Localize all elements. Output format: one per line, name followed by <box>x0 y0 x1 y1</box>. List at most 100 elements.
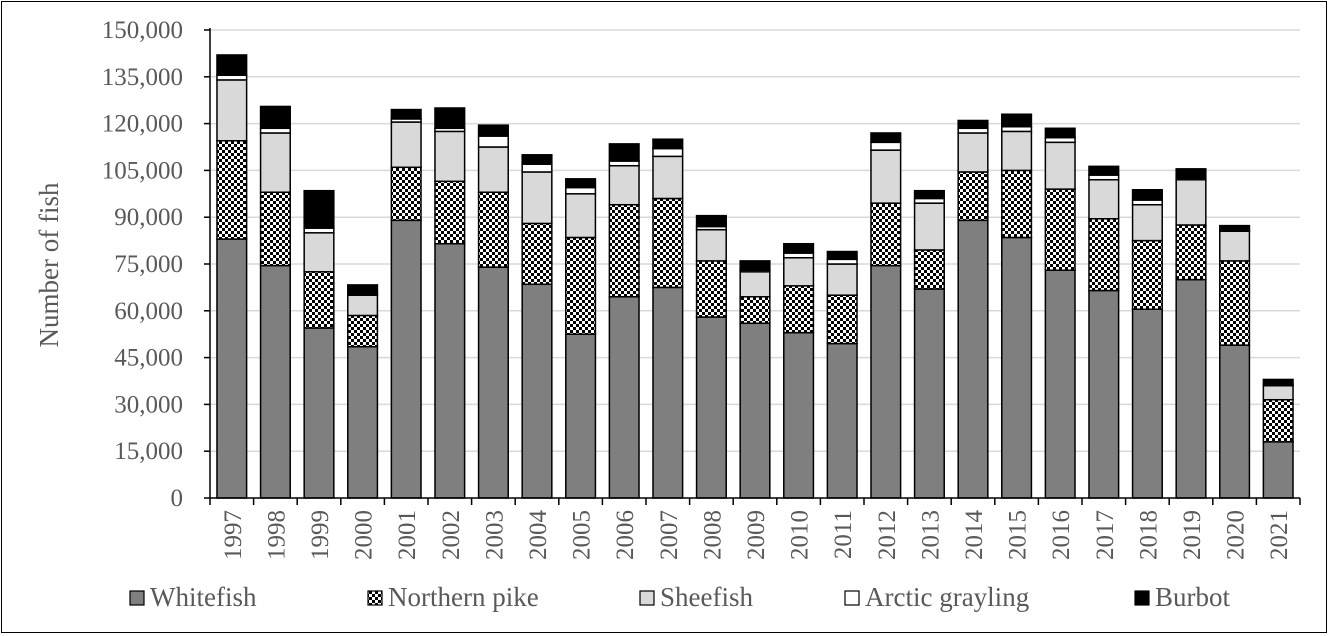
bar-segment-whitefish <box>521 283 553 499</box>
x-tick-label: 2017 <box>1092 510 1119 560</box>
y-tick-label: 45,000 <box>114 345 183 372</box>
bar-segment-sheefish <box>216 79 248 142</box>
bar-segment-northern-pike <box>1001 169 1033 239</box>
bar-segment-sheefish <box>521 171 553 225</box>
x-tick-label: 2016 <box>1048 510 1075 560</box>
bar-segment-northern-pike <box>739 296 771 325</box>
bar-segment-sheefish <box>1044 141 1076 190</box>
legend: Whitefish Northern pike Sheefish Arctic gra… <box>129 582 1231 612</box>
bar-segment-northern-pike <box>1262 398 1294 443</box>
bars <box>216 54 1294 499</box>
bar-segment-sheefish <box>303 232 335 273</box>
bar-segment-burbot <box>521 154 553 165</box>
bar-segment-whitefish <box>870 264 902 499</box>
bar-segment-burbot <box>1088 165 1120 176</box>
x-tick-label: 2014 <box>961 510 988 561</box>
bar-segment-burbot <box>652 138 684 150</box>
bar-segment-burbot <box>1001 113 1033 128</box>
bar-segment-burbot <box>1175 168 1207 179</box>
bar-segment-arctic-grayling <box>521 163 553 173</box>
bar-segment-whitefish <box>608 296 640 499</box>
bar-segment-whitefish <box>913 288 945 499</box>
x-tick-label: 2008 <box>699 510 726 560</box>
bar-segment-whitefish <box>1262 441 1294 499</box>
bar-segment-sheefish <box>608 164 640 206</box>
bar-segment-burbot <box>303 189 335 229</box>
bar-segment-whitefish <box>957 219 989 499</box>
bar-segment-arctic-grayling <box>652 147 684 158</box>
bar-segment-burbot <box>1219 224 1251 231</box>
bar-segment-northern-pike <box>1219 260 1251 346</box>
y-tick-label: 75,000 <box>114 251 183 278</box>
bar-segment-burbot <box>1044 127 1076 139</box>
bar-segment-burbot <box>390 108 422 120</box>
bar-segment-whitefish <box>739 322 771 499</box>
bar-segment-arctic-grayling <box>565 186 597 195</box>
bar-segment-whitefish <box>652 286 684 499</box>
y-tick-label: 90,000 <box>114 204 183 231</box>
bar-segment-northern-pike <box>783 285 815 334</box>
y-tick-label: 30,000 <box>114 391 183 418</box>
bar-segment-sheefish <box>1262 384 1294 401</box>
x-tick-label: 2006 <box>612 510 639 560</box>
x-tick-label: 2012 <box>874 510 901 560</box>
x-tick-label: 2020 <box>1223 510 1250 560</box>
x-tick-label: 2002 <box>438 510 465 560</box>
legend-swatch-northern-pike <box>367 590 383 606</box>
x-tick-label: 2000 <box>351 510 378 560</box>
y-tick-label: 150,000 <box>102 17 183 44</box>
x-tick-label: 2019 <box>1179 510 1206 560</box>
bar-segment-sheefish <box>565 193 597 239</box>
bar-segment-northern-pike <box>521 222 553 286</box>
bar-segment-northern-pike <box>434 180 466 245</box>
x-tick-label: 2005 <box>569 510 596 560</box>
x-tick-label: 2009 <box>743 510 770 560</box>
bar-segment-sheefish <box>652 155 684 200</box>
bar-segment-whitefish <box>390 219 422 499</box>
bar-segment-northern-pike <box>347 314 379 348</box>
y-tick-label: 135,000 <box>102 64 183 91</box>
bar-segment-sheefish <box>477 146 509 193</box>
legend-label: Sheefish <box>660 582 753 612</box>
legend-swatch-burbot <box>1134 590 1150 606</box>
bar-segment-northern-pike <box>477 191 509 268</box>
bar-segment-northern-pike <box>826 294 858 345</box>
bar-segment-whitefish <box>216 238 248 499</box>
bar-segment-whitefish <box>1001 236 1033 499</box>
bar-segment-burbot <box>434 107 466 130</box>
bar-segment-northern-pike <box>870 202 902 267</box>
y-tick-label: 105,000 <box>102 157 183 184</box>
bar-segment-northern-pike <box>608 203 640 298</box>
legend-label: Northern pike <box>388 582 539 612</box>
x-tick-label: 2003 <box>481 510 508 560</box>
bar-segment-burbot <box>216 54 248 76</box>
bar-segment-whitefish <box>783 331 815 499</box>
bar-segment-whitefish <box>434 242 466 499</box>
bar-segment-burbot <box>826 250 858 261</box>
bar-segment-whitefish <box>565 333 597 499</box>
bar-segment-whitefish <box>1044 269 1076 499</box>
x-tick-label: 2011 <box>830 510 857 559</box>
bar-segment-whitefish <box>259 264 291 499</box>
bar-segment-sheefish <box>1001 130 1033 172</box>
bar-segment-whitefish <box>826 342 858 499</box>
bar-segment-northern-pike <box>1131 239 1163 310</box>
bar-segment-sheefish <box>870 149 902 204</box>
x-tick-label: 2007 <box>656 510 683 560</box>
bar-segment-burbot <box>565 178 597 189</box>
bar-segment-arctic-grayling <box>870 141 902 151</box>
y-tick-label: 120,000 <box>102 111 183 138</box>
bar-segment-arctic-grayling <box>477 135 509 148</box>
bar-segment-burbot <box>608 143 640 162</box>
x-tick-label: 2013 <box>917 510 944 560</box>
bar-segment-northern-pike <box>695 260 727 318</box>
x-tick-label: 1998 <box>263 510 290 560</box>
bar-segment-northern-pike <box>303 271 335 329</box>
legend-swatch-sheefish <box>639 590 655 606</box>
x-tick-labels: 1997 1998 1999 2000 2001 2002 2003 2004 2005 2006… <box>220 510 1293 561</box>
bar-segment-northern-pike <box>1088 218 1120 292</box>
bar-segment-sheefish <box>739 271 771 298</box>
y-tick-label: 15,000 <box>114 438 183 465</box>
bar-segment-sheefish <box>434 130 466 183</box>
bar-segment-whitefish <box>347 345 379 499</box>
